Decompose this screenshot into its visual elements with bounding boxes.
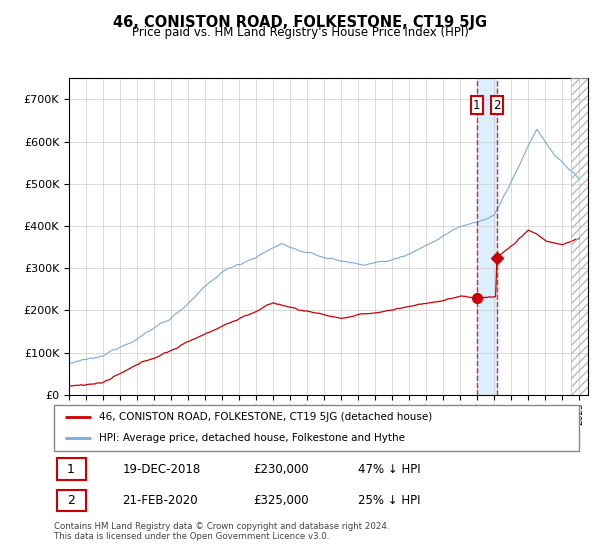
Text: 2: 2 xyxy=(493,99,500,112)
Text: 25% ↓ HPI: 25% ↓ HPI xyxy=(359,494,421,507)
Bar xyxy=(477,78,497,395)
Text: 47% ↓ HPI: 47% ↓ HPI xyxy=(359,463,421,475)
Text: 1: 1 xyxy=(473,99,481,112)
FancyBboxPatch shape xyxy=(54,405,579,451)
Text: Contains HM Land Registry data © Crown copyright and database right 2024.
This d: Contains HM Land Registry data © Crown c… xyxy=(54,522,389,542)
FancyBboxPatch shape xyxy=(56,459,86,480)
Text: 21-FEB-2020: 21-FEB-2020 xyxy=(122,494,198,507)
Text: £325,000: £325,000 xyxy=(254,494,309,507)
Text: 2: 2 xyxy=(67,494,75,507)
FancyBboxPatch shape xyxy=(56,490,86,511)
Text: 19-DEC-2018: 19-DEC-2018 xyxy=(122,463,200,475)
Text: £230,000: £230,000 xyxy=(254,463,309,475)
Text: 1: 1 xyxy=(67,463,75,475)
Text: Price paid vs. HM Land Registry's House Price Index (HPI): Price paid vs. HM Land Registry's House … xyxy=(131,26,469,39)
Text: 46, CONISTON ROAD, FOLKESTONE, CT19 5JG (detached house): 46, CONISTON ROAD, FOLKESTONE, CT19 5JG … xyxy=(98,412,432,422)
Text: HPI: Average price, detached house, Folkestone and Hythe: HPI: Average price, detached house, Folk… xyxy=(98,433,404,444)
Text: 46, CONISTON ROAD, FOLKESTONE, CT19 5JG: 46, CONISTON ROAD, FOLKESTONE, CT19 5JG xyxy=(113,15,487,30)
